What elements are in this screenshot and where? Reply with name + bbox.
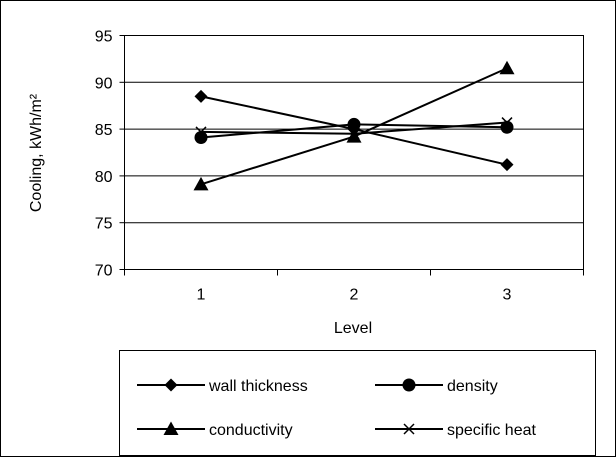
marker-diamond — [194, 89, 208, 103]
marker-circle — [347, 117, 361, 131]
marker-x — [501, 117, 513, 129]
marker-x-stroke — [403, 423, 415, 435]
legend-label: specific heat — [447, 422, 536, 439]
plot-area — [124, 35, 584, 270]
marker-diamond — [164, 378, 178, 392]
legend-label: density — [447, 378, 498, 395]
marker-circle — [500, 120, 514, 134]
x-tick-label: 1 — [197, 287, 206, 304]
legend-label: conductivity — [209, 422, 293, 439]
marker-x-stroke — [348, 128, 360, 140]
marker-x — [348, 128, 360, 140]
marker-triangle — [346, 129, 362, 143]
y-tick-label: 80 — [95, 169, 113, 186]
legend-item: wall thickness — [137, 378, 308, 395]
legend-box — [119, 350, 596, 456]
marker-x-stroke — [501, 117, 513, 129]
marker-triangle — [499, 60, 515, 75]
y-tick-label: 85 — [95, 122, 113, 139]
marker-diamond — [500, 158, 514, 172]
legend-label: wall thickness — [208, 378, 308, 395]
y-tick-label: 70 — [95, 263, 113, 280]
y-tick-label: 95 — [95, 29, 113, 46]
axes: 70 75 80 85 90 95 1 2 3 — [95, 29, 584, 304]
marker-circle — [402, 378, 416, 392]
y-axis-title: Cooling, kWh/m² — [28, 93, 45, 212]
marker-triangle — [163, 421, 179, 435]
x-tick-label: 2 — [350, 287, 359, 304]
marker-x-stroke — [195, 126, 207, 138]
x-axis-title: Level — [334, 320, 372, 337]
legend-item: density — [375, 378, 498, 395]
marker-x — [195, 126, 207, 138]
x-tick-label: 3 — [503, 287, 512, 304]
marker-x — [403, 423, 415, 435]
y-tick-label: 90 — [95, 75, 113, 92]
marker-circle — [194, 131, 208, 145]
y-tick-label: 75 — [95, 216, 113, 233]
legend-item: specific heat — [375, 422, 536, 439]
legend: wall thickness density conductivity specifi… — [137, 378, 536, 439]
marker-triangle — [193, 176, 209, 191]
series-markers — [193, 60, 515, 191]
legend-item: conductivity — [137, 421, 293, 439]
